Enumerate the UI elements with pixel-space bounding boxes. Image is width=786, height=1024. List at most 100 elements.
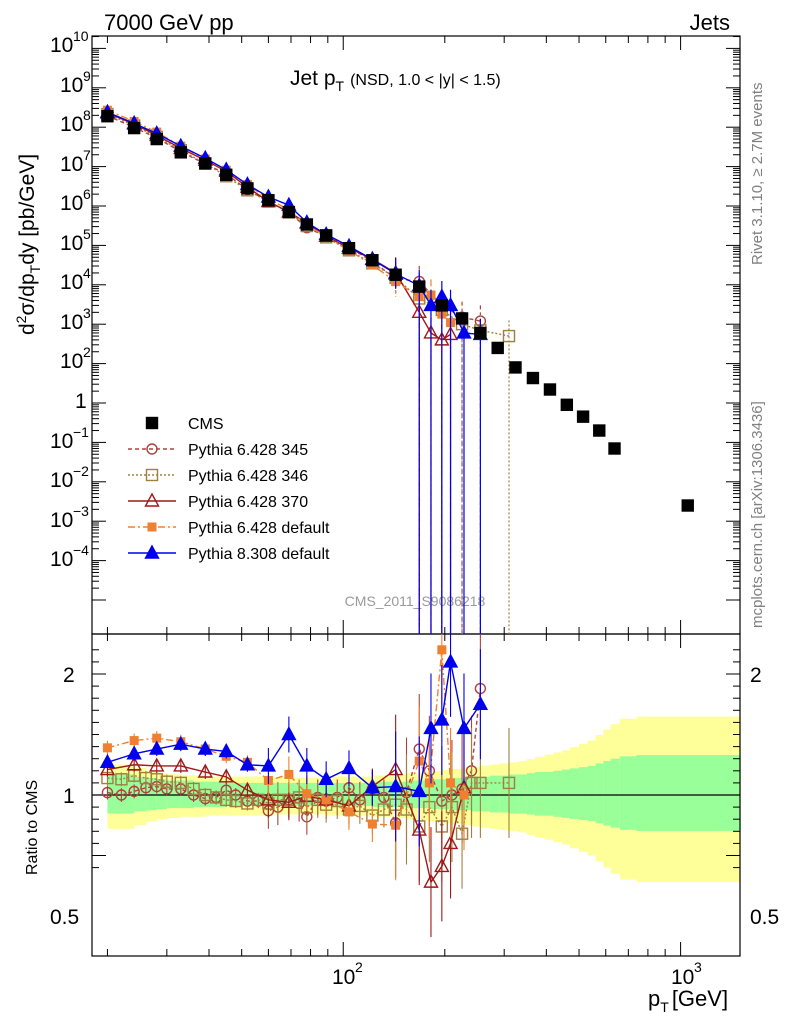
ratio-point-pythia-6-428-346 xyxy=(187,782,200,796)
ratio-point-pythia-6-428-370 xyxy=(218,768,234,783)
ratio-point-pythia-6-428-default xyxy=(367,819,377,829)
stat-uncertainty-band xyxy=(579,767,589,821)
data-point-cms xyxy=(101,110,114,123)
legend-marker-pythia-8-308-default xyxy=(144,544,160,559)
ratio-point-pythia-6-428-370 xyxy=(173,757,189,772)
ratio-point-pythia-8-308-default xyxy=(472,695,489,710)
data-point-pythia-6-428-346 xyxy=(502,329,516,343)
ratio-point-pythia-6-428-345 xyxy=(115,789,128,801)
stat-uncertainty-band xyxy=(603,761,612,826)
ratio-point-pythia-6-428-346 xyxy=(174,776,188,790)
data-point-cms xyxy=(435,299,449,312)
y-tick-label: 10 xyxy=(60,74,83,97)
ratio-series-layer xyxy=(99,634,516,938)
y-tick-label: 10 xyxy=(50,509,73,532)
y-tick-exp: 5 xyxy=(83,226,91,242)
legend: CMS Pythia 6.428 345 Pythia 6.428 346 Pythi… xyxy=(128,416,330,563)
data-point-cms xyxy=(389,268,402,281)
uncertainty-bands xyxy=(107,716,741,883)
y-tick-exp: 7 xyxy=(83,147,91,163)
data-point-pythia-8-308-default xyxy=(423,296,439,312)
ratio-point-pythia-6-428-346 xyxy=(502,776,516,790)
legend-label-pythia-6-428-346: Pythia 6.428 346 xyxy=(188,468,308,485)
ratio-point-pythia-8-308-default xyxy=(341,759,357,775)
data-point-cms xyxy=(474,326,487,340)
y-tick-exp: 10 xyxy=(73,28,89,44)
ratio-point-pythia-8-308-default xyxy=(364,779,381,794)
header-left: 7000 GeV pp xyxy=(104,10,234,35)
ratio-point-pythia-6-428-346 xyxy=(229,794,242,808)
legend-label-cms: CMS xyxy=(188,416,224,433)
ratio-point-pythia-6-428-346 xyxy=(252,793,265,807)
legend-marker-cms xyxy=(145,416,159,430)
stat-uncertainty-band xyxy=(561,769,571,818)
y-tick-label: 10 xyxy=(60,232,83,255)
ratio-point-pythia-6-428-default xyxy=(102,743,112,753)
data-point-pythia-8-308-default xyxy=(456,324,472,339)
ratio-point-pythia-8-308-default xyxy=(239,756,256,771)
ratio-point-pythia-6-428-346 xyxy=(465,776,478,790)
data-point-cms xyxy=(342,241,356,255)
ratio-point-pythia-6-428-346 xyxy=(353,799,367,813)
stat-uncertainty-band xyxy=(569,768,580,819)
ratio-point-pythia-6-428-default xyxy=(129,736,139,746)
data-point-cms xyxy=(174,146,188,159)
ratio-point-pythia-6-428-345 xyxy=(101,786,114,799)
ratio-point-pythia-6-428-346 xyxy=(150,773,163,786)
ratio-point-pythia-6-428-default xyxy=(302,789,312,799)
ratio-point-pythia-8-308-default xyxy=(218,742,234,758)
ratio-point-pythia-8-308-default xyxy=(281,726,297,741)
stat-uncertainty-band xyxy=(526,773,536,815)
y-tick-exp: 2 xyxy=(83,344,91,360)
header-right: Jets xyxy=(690,10,730,35)
ratio-point-pythia-6-428-370 xyxy=(423,873,439,888)
ratio-point-pythia-8-308-default xyxy=(260,757,277,772)
ratio-point-pythia-8-308-default xyxy=(423,719,439,735)
y-tick-exp: 8 xyxy=(83,107,91,123)
ratio-point-pythia-6-428-default xyxy=(446,778,456,788)
y-tick-exp: −2 xyxy=(73,463,89,479)
y-tick-label: 10 xyxy=(60,271,83,294)
data-point-cms xyxy=(241,182,254,195)
ratio-y-tick-right-2: 2 xyxy=(750,664,762,687)
ratio-point-pythia-6-428-346 xyxy=(455,827,469,840)
ratio-point-pythia-6-428-370 xyxy=(239,781,256,796)
data-point-cms xyxy=(413,280,426,293)
ratio-point-pythia-8-308-default xyxy=(173,735,189,750)
y-tick-exp: 3 xyxy=(83,305,91,321)
rivet-label: Rivet 3.1.10, ≥ 2.7M events xyxy=(749,83,766,266)
stat-uncertainty-band xyxy=(499,775,510,813)
stat-uncertainty-band xyxy=(587,765,597,822)
data-point-cms xyxy=(509,361,522,374)
stat-uncertainty-band xyxy=(610,758,621,828)
ratio-point-pythia-8-308-default xyxy=(149,740,165,755)
data-point-cms xyxy=(319,229,333,242)
x-tick-label-1000: 10 xyxy=(671,966,694,989)
main-series-layer xyxy=(99,103,694,634)
ratio-point-pythia-8-308-default xyxy=(434,711,450,726)
ratio-point-pythia-6-428-370 xyxy=(260,791,277,806)
stat-uncertainty-band xyxy=(145,778,158,811)
data-point-cms xyxy=(199,157,212,170)
stat-uncertainty-band xyxy=(534,772,546,816)
stat-uncertainty-band xyxy=(489,775,500,813)
y-tick-exp: 6 xyxy=(83,186,91,202)
y-tick-label: 10 xyxy=(50,548,73,571)
y-tick-label: 10 xyxy=(60,192,83,215)
data-point-cms xyxy=(282,205,296,219)
data-point-cms xyxy=(608,442,621,455)
ratio-point-pythia-6-428-370 xyxy=(434,857,450,873)
legend-label-pythia-6-428-345: Pythia 6.428 345 xyxy=(188,442,308,459)
ratio-y-tick-left-0: 0.5 xyxy=(50,906,79,929)
legend-marker-pythia-6-428-370 xyxy=(144,492,160,507)
data-point-cms xyxy=(300,218,314,231)
stat-uncertainty-band xyxy=(636,755,741,831)
plot-title: Jet pT (NSD, 1.0 < |y| < 1.5) xyxy=(290,67,501,94)
y-tick-exp: −3 xyxy=(73,503,89,519)
ratio-point-pythia-6-428-370 xyxy=(126,756,142,771)
y-tick-label: 10 xyxy=(50,34,73,57)
data-point-cms xyxy=(681,499,694,512)
legend-label-pythia-6-428-370: Pythia 6.428 370 xyxy=(188,494,308,511)
ratio-point-pythia-8-308-default xyxy=(126,745,142,760)
